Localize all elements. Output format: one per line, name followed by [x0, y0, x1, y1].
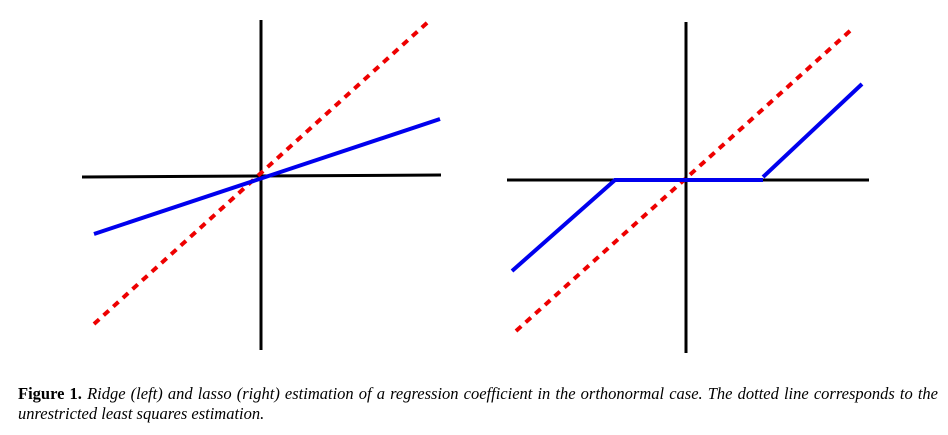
- figure-caption: Figure 1. Ridge (left) and lasso (right)…: [18, 384, 938, 424]
- ridge-panel: [81, 20, 442, 350]
- figure-caption-label: Figure 1.: [18, 384, 82, 403]
- ridge-x-axis: [81, 173, 442, 179]
- lasso-estimate-line: [510, 178, 763, 273]
- figure-graphic: [81, 20, 869, 353]
- figure-caption-text: Ridge (left) and lasso (right) estimatio…: [18, 384, 939, 423]
- ridge-least-squares-line: [92, 20, 430, 326]
- lasso-panel: [507, 22, 869, 353]
- lasso-estimate-upper-segment: [761, 82, 864, 179]
- ridge-estimate-line: [93, 117, 441, 236]
